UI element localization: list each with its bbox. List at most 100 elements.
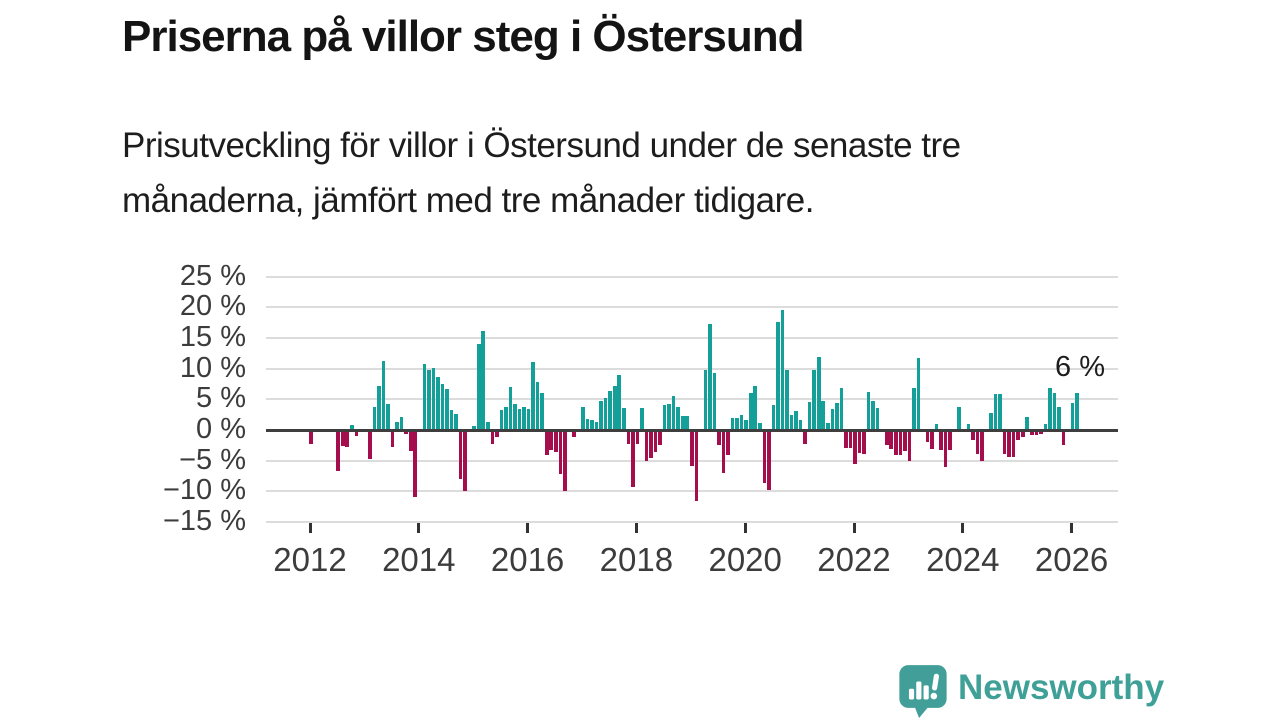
x-tick-label: 2016 bbox=[490, 541, 565, 578]
bar-2021-09 bbox=[835, 402, 839, 430]
bar-2020-08 bbox=[776, 321, 780, 430]
bar-2020-10 bbox=[785, 369, 789, 430]
bar-2015-09 bbox=[508, 387, 513, 430]
bar-2020-04 bbox=[758, 423, 762, 430]
y-tick-label: 5 % bbox=[196, 382, 246, 415]
bar-2023-10 bbox=[948, 430, 952, 450]
bar-2022-03 bbox=[862, 430, 866, 454]
bar-2019-05 bbox=[708, 323, 712, 430]
bar-2023-05 bbox=[925, 430, 930, 443]
bar-2022-02 bbox=[857, 430, 862, 454]
bar-2020-01 bbox=[744, 419, 748, 430]
bar-2017-07 bbox=[608, 390, 612, 430]
newsworthy-logo-text: Newsworthy bbox=[958, 668, 1165, 707]
bar-2022-01 bbox=[853, 430, 857, 464]
value-annotation: 6 % bbox=[1055, 351, 1105, 383]
bar-2025-01 bbox=[1016, 430, 1020, 441]
bar-2015-03 bbox=[481, 330, 486, 430]
bar-2021-01 bbox=[798, 419, 803, 430]
bar-2019-11 bbox=[735, 417, 739, 430]
bar-2013-06 bbox=[386, 404, 390, 430]
bar-2014-04 bbox=[431, 367, 436, 430]
bar-2020-06 bbox=[767, 430, 771, 490]
bar-2021-11 bbox=[844, 430, 848, 448]
gridline-5 bbox=[266, 398, 1118, 401]
bar-2015-01 bbox=[472, 425, 476, 430]
bar-2018-12 bbox=[685, 415, 690, 430]
bar-2014-10 bbox=[458, 430, 463, 480]
bar-2016-02 bbox=[531, 362, 535, 430]
bar-2016-09 bbox=[563, 430, 567, 491]
bar-2014-08 bbox=[449, 410, 454, 430]
bar-2020-07 bbox=[771, 405, 776, 430]
bar-2022-05 bbox=[871, 400, 875, 430]
bar-2014-02 bbox=[422, 363, 427, 430]
bar-2018-03 bbox=[644, 430, 649, 461]
y-tick-label: −5 % bbox=[179, 443, 246, 476]
bar-2014-05 bbox=[436, 377, 440, 430]
bar-2018-11 bbox=[680, 416, 685, 430]
y-tick-label: 15 % bbox=[179, 320, 246, 353]
bar-2023-07 bbox=[934, 423, 939, 430]
bar-2023-12 bbox=[957, 406, 962, 430]
bar-2016-07 bbox=[554, 430, 558, 453]
bar-2012-01 bbox=[309, 430, 313, 445]
bar-2020-11 bbox=[789, 415, 794, 430]
bar-2024-09 bbox=[998, 393, 1002, 430]
y-tick-label: −10 % bbox=[162, 474, 246, 507]
bar-2025-03 bbox=[1025, 417, 1030, 430]
bar-2014-03 bbox=[427, 370, 431, 430]
gridline--15 bbox=[266, 521, 1118, 524]
bar-2016-01 bbox=[526, 409, 531, 430]
bar-2014-11 bbox=[463, 430, 467, 492]
y-tick-label: 25 % bbox=[179, 259, 246, 292]
bar-2015-06 bbox=[495, 430, 499, 437]
bar-2024-11 bbox=[1007, 430, 1011, 458]
bar-2016-08 bbox=[558, 430, 563, 475]
speech-bubble-shape bbox=[899, 665, 947, 718]
bar-2024-04 bbox=[975, 430, 980, 454]
bar-2017-12 bbox=[631, 430, 635, 488]
bar-2017-01 bbox=[581, 406, 585, 430]
y-tick-label: 20 % bbox=[179, 290, 246, 323]
bar-2022-12 bbox=[903, 430, 907, 452]
x-axis-tick-2014 bbox=[417, 523, 421, 533]
bar-2020-02 bbox=[748, 393, 753, 430]
x-axis-tick-2024 bbox=[961, 523, 965, 533]
bar-2015-11 bbox=[517, 408, 522, 430]
bar-2023-09 bbox=[943, 430, 948, 468]
bar-2026-02 bbox=[1075, 393, 1079, 430]
x-tick-label: 2024 bbox=[926, 541, 1000, 578]
bar-2023-03 bbox=[916, 357, 921, 430]
bar-2025-10 bbox=[1057, 406, 1061, 430]
bar-2013-04 bbox=[377, 386, 381, 430]
mini-bar-chart-glyph bbox=[908, 673, 940, 700]
bar-2022-10 bbox=[894, 430, 898, 456]
x-axis-tick-2018 bbox=[634, 523, 638, 533]
bar-2016-06 bbox=[549, 430, 554, 451]
bar-2015-10 bbox=[513, 404, 517, 430]
bar-2025-09 bbox=[1052, 393, 1057, 430]
bar-2024-10 bbox=[1002, 430, 1007, 454]
bar-2025-06 bbox=[1039, 430, 1043, 435]
bar-2019-09 bbox=[726, 430, 730, 455]
bar-2025-05 bbox=[1034, 430, 1039, 435]
bar-2018-10 bbox=[676, 406, 680, 430]
bar-2012-11 bbox=[354, 430, 359, 436]
bar-2013-11 bbox=[408, 430, 413, 452]
bar-2013-05 bbox=[381, 360, 386, 430]
bar-2021-12 bbox=[848, 430, 853, 448]
bar-2015-05 bbox=[490, 430, 495, 444]
bar-2020-12 bbox=[794, 410, 798, 430]
bar-2015-04 bbox=[486, 422, 490, 430]
gridline-10 bbox=[266, 367, 1118, 370]
x-tick-label: 2018 bbox=[599, 541, 674, 578]
bar-2012-07 bbox=[336, 430, 340, 472]
bar-2020-05 bbox=[762, 430, 767, 484]
gridline-25 bbox=[266, 275, 1118, 278]
bar-2015-07 bbox=[499, 409, 504, 430]
bar-2023-02 bbox=[912, 388, 916, 430]
bar-2016-05 bbox=[544, 430, 549, 455]
